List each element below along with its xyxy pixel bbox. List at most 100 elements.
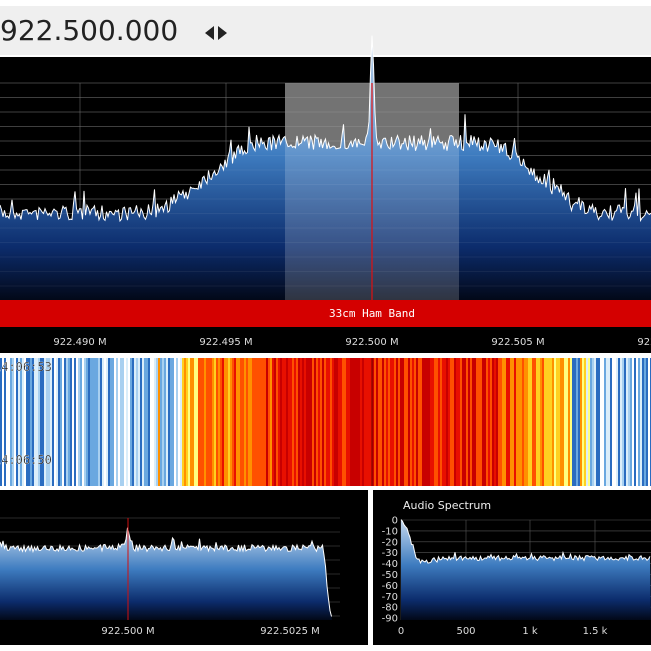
waterfall-column — [560, 358, 562, 486]
waterfall-column — [354, 358, 356, 486]
waterfall-column — [84, 358, 86, 486]
waterfall-column — [172, 358, 174, 486]
x-tick-label: 922.510 M — [637, 337, 651, 348]
waterfall-column — [90, 358, 92, 486]
waterfall-column — [52, 358, 54, 486]
waterfall-column — [642, 358, 644, 486]
band-bar[interactable] — [0, 300, 651, 327]
waterfall-column — [236, 358, 238, 486]
y-tick-label: -90 — [382, 614, 398, 625]
waterfall-column — [462, 358, 464, 486]
waterfall-column — [388, 358, 390, 486]
waterfall-column — [300, 358, 302, 486]
waterfall-column — [532, 358, 534, 486]
waterfall-column — [234, 358, 236, 486]
waterfall-column — [602, 358, 604, 486]
waterfall-column — [332, 358, 334, 486]
waterfall-column — [640, 358, 642, 486]
waterfall-column — [146, 358, 148, 486]
waterfall-column — [390, 358, 392, 486]
waterfall-column — [252, 358, 254, 486]
frequency-display[interactable]: 922.500.000 — [0, 14, 178, 47]
waterfall-column — [98, 358, 100, 486]
y-tick-label: -60 — [382, 581, 398, 592]
waterfall-column — [624, 358, 626, 486]
waterfall-column — [284, 358, 286, 486]
waterfall-column — [162, 358, 164, 486]
waterfall-column — [568, 358, 570, 486]
waterfall-column — [460, 358, 462, 486]
waterfall-column — [204, 358, 206, 486]
waterfall-column — [424, 358, 426, 486]
x-tick-label: 500 — [456, 626, 475, 637]
waterfall-column — [552, 358, 554, 486]
waterfall-column — [622, 358, 624, 486]
timestamp: 14:06:53 — [0, 360, 52, 374]
waterfall-column — [604, 358, 606, 486]
waterfall-column — [230, 358, 232, 486]
waterfall-column — [454, 358, 456, 486]
waterfall-column — [186, 358, 188, 486]
waterfall-column — [518, 358, 520, 486]
waterfall-column — [278, 358, 280, 486]
waterfall-column — [318, 358, 320, 486]
waterfall-column — [166, 358, 168, 486]
waterfall-column — [574, 358, 576, 486]
waterfall-column — [216, 358, 218, 486]
waterfall-column — [634, 358, 636, 486]
waterfall-column — [468, 358, 470, 486]
waterfall-column — [248, 358, 250, 486]
waterfall-column — [626, 358, 628, 486]
waterfall-column — [612, 358, 614, 486]
waterfall-column — [222, 358, 224, 486]
waterfall-column — [88, 358, 90, 486]
waterfall-column — [452, 358, 454, 486]
waterfall-column — [488, 358, 490, 486]
waterfall-column — [202, 358, 204, 486]
waterfall-column — [140, 358, 142, 486]
waterfall-column — [492, 358, 494, 486]
waterfall-column — [304, 358, 306, 486]
waterfall-column — [160, 358, 162, 486]
waterfall-column — [78, 358, 80, 486]
waterfall-column — [320, 358, 322, 486]
waterfall-column — [182, 358, 184, 486]
waterfall-column — [114, 358, 116, 486]
waterfall-column — [422, 358, 424, 486]
waterfall-column — [198, 358, 200, 486]
waterfall-column — [288, 358, 290, 486]
waterfall-column — [440, 358, 442, 486]
waterfall-column — [506, 358, 508, 486]
waterfall-column — [396, 358, 398, 486]
waterfall-column — [648, 358, 650, 486]
x-tick-label: 922.495 M — [199, 337, 252, 348]
waterfall-column — [206, 358, 208, 486]
waterfall-column — [256, 358, 258, 486]
waterfall-column — [298, 358, 300, 486]
waterfall-column — [426, 358, 428, 486]
x-tick-label: 1 k — [522, 626, 538, 637]
waterfall-column — [528, 358, 530, 486]
waterfall-column — [124, 358, 126, 486]
waterfall-column — [94, 358, 96, 486]
y-tick-label: -10 — [382, 526, 398, 537]
waterfall-column — [212, 358, 214, 486]
waterfall-column — [428, 358, 430, 486]
waterfall-column — [584, 358, 586, 486]
waterfall-column — [594, 358, 596, 486]
y-tick-label: -40 — [382, 559, 398, 570]
waterfall-column — [316, 358, 318, 486]
waterfall-column — [326, 358, 328, 486]
waterfall-column — [164, 358, 166, 486]
waterfall-column — [346, 358, 348, 486]
waterfall-column — [444, 358, 446, 486]
waterfall-column — [228, 358, 230, 486]
divider — [0, 353, 651, 358]
waterfall-column — [500, 358, 502, 486]
waterfall-column — [432, 358, 434, 486]
x-tick-label: 922.505 M — [491, 337, 544, 348]
waterfall-column — [178, 358, 180, 486]
waterfall-column — [76, 358, 78, 486]
waterfall-column — [286, 358, 288, 486]
waterfall-column — [378, 358, 380, 486]
